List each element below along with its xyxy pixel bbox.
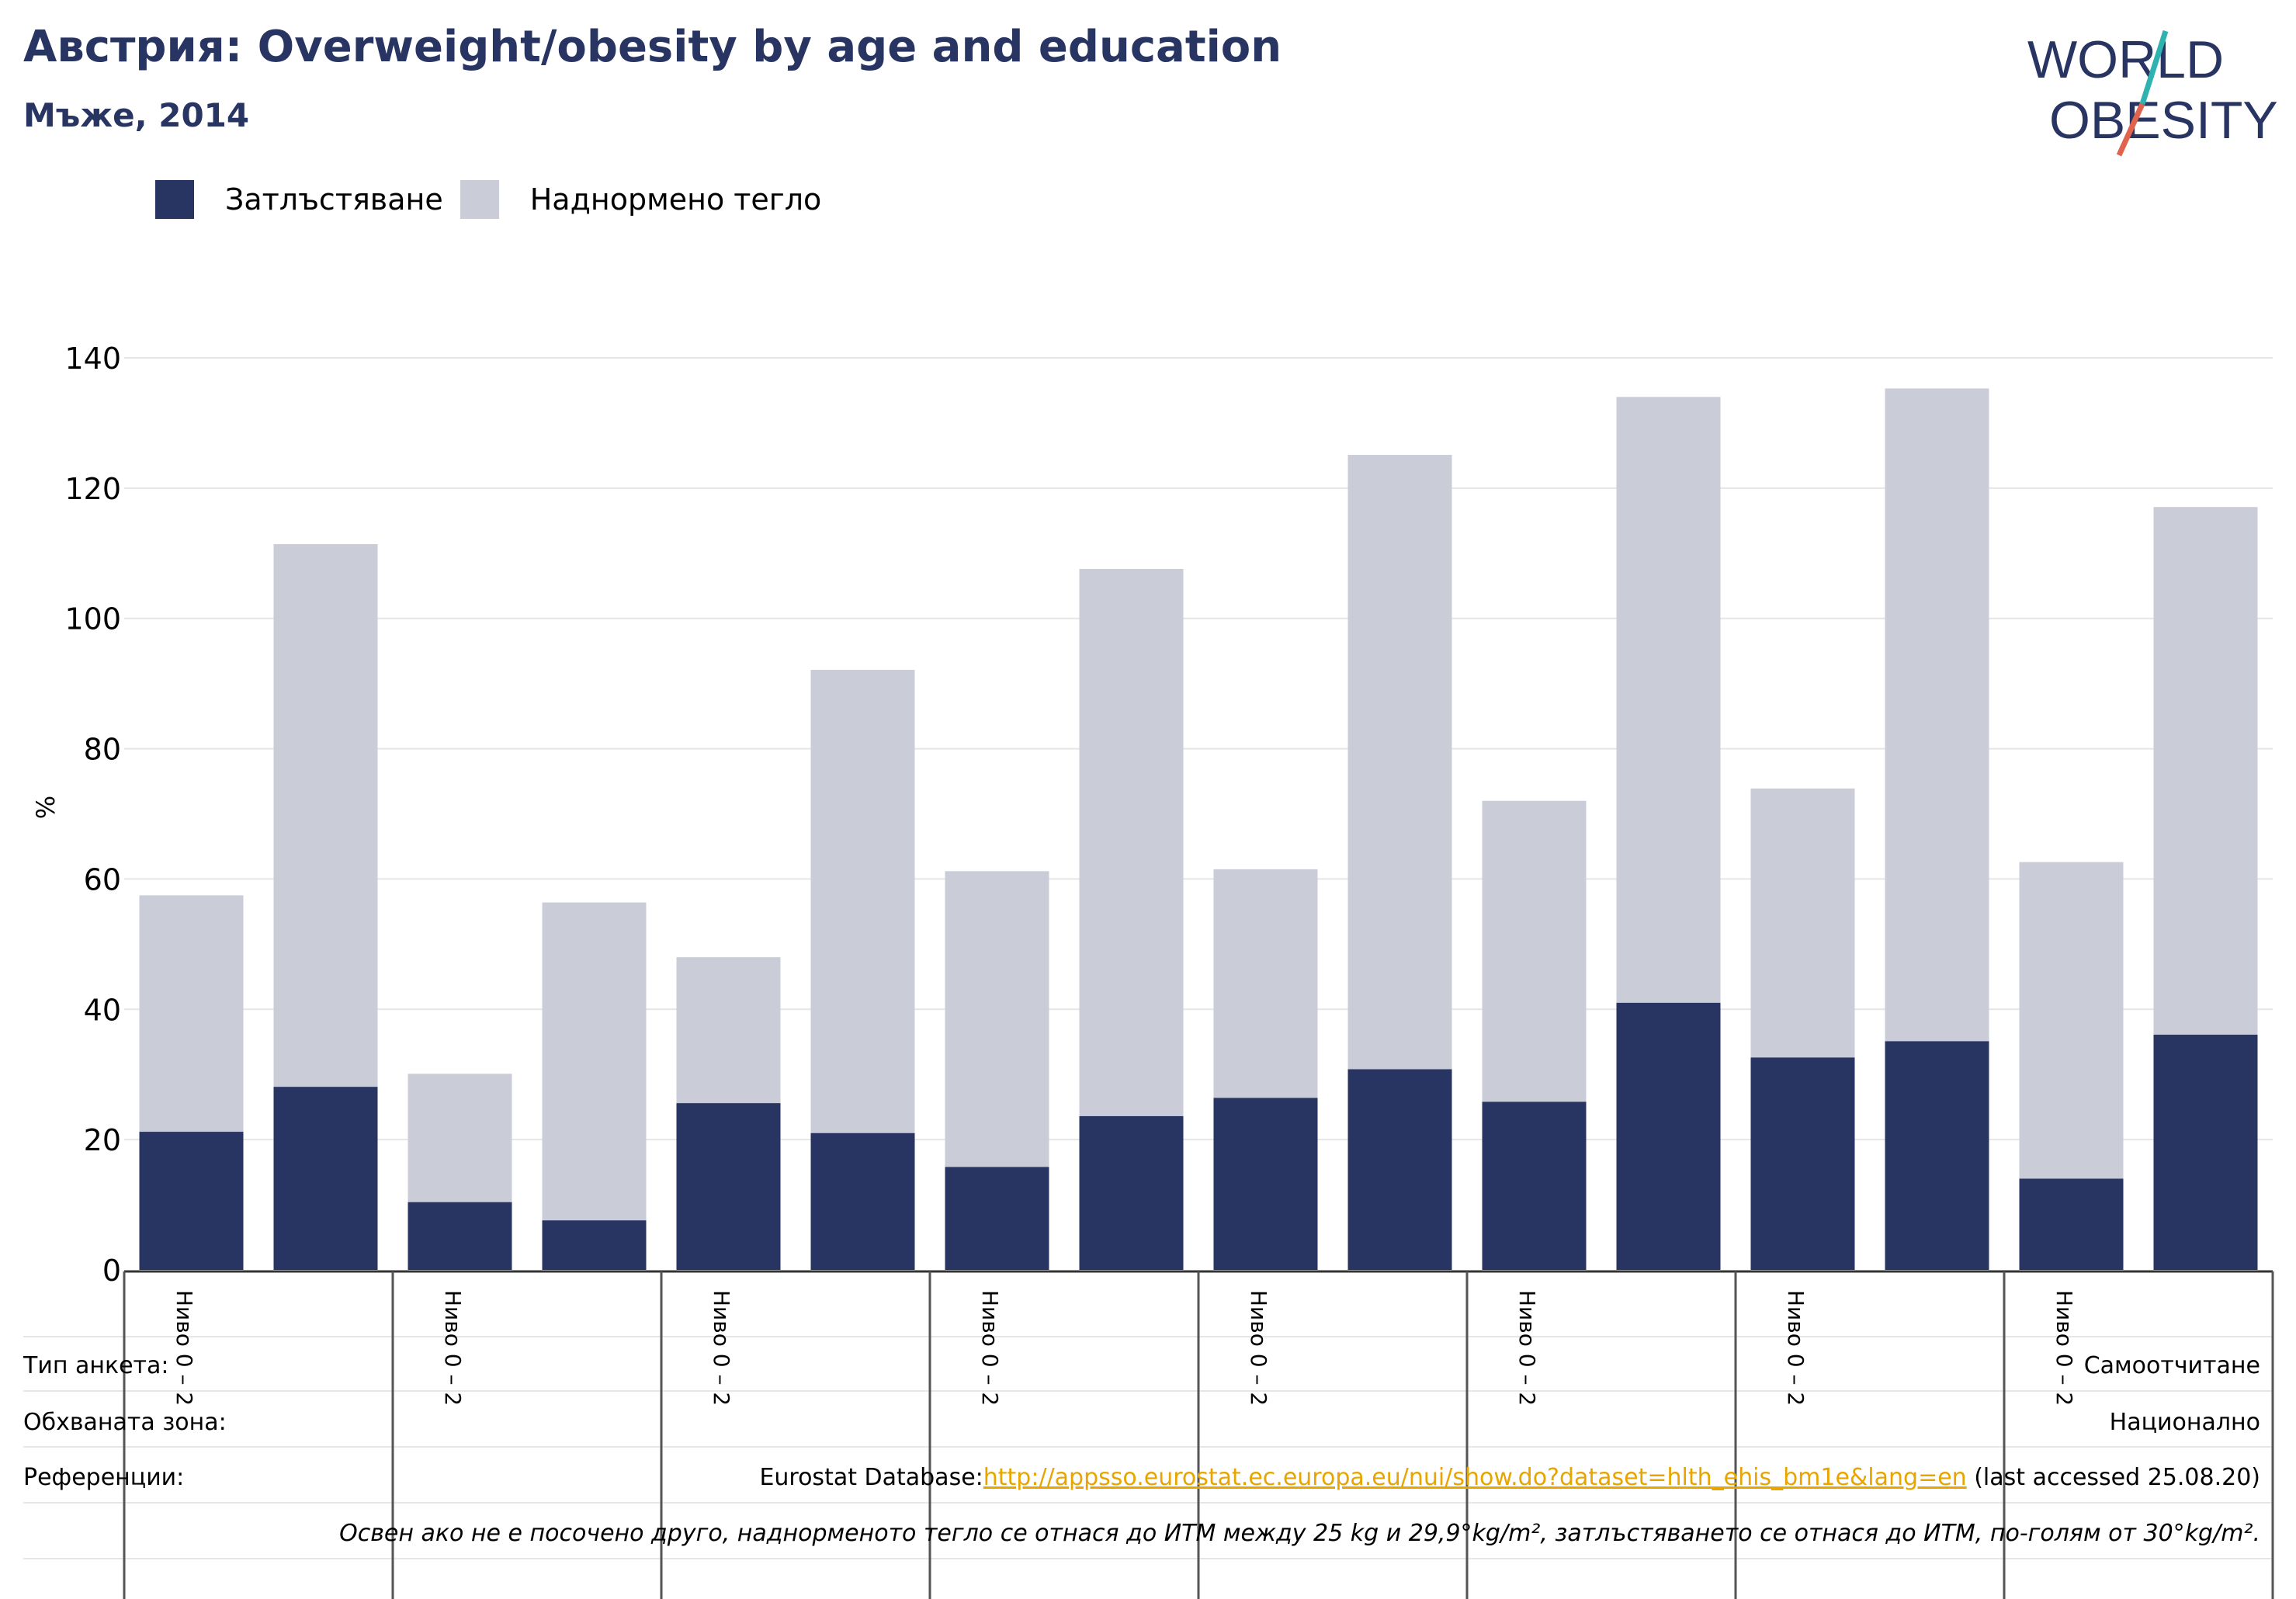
coverage-label: Обхваната зона: xyxy=(23,1409,227,1436)
reference-link[interactable]: http://appsso.eurostat.ec.europa.eu/nui/… xyxy=(983,1464,1967,1491)
x-group-label: Ниво 0 – 2 xyxy=(1246,1290,1271,1406)
bar-overweight xyxy=(810,670,915,1133)
bar-obesity xyxy=(2153,1035,2258,1270)
bar-obesity xyxy=(810,1132,915,1270)
bar-obesity xyxy=(1482,1101,1587,1270)
bar-overweight xyxy=(2153,507,2258,1035)
bar-overweight xyxy=(273,544,378,1087)
bar-obesity xyxy=(139,1132,244,1270)
bar-overweight xyxy=(1482,800,1587,1102)
bar-obesity xyxy=(676,1103,781,1270)
bar-obesity xyxy=(542,1220,647,1270)
logo-slash-red xyxy=(2116,102,2145,157)
y-tick-label: 120 xyxy=(64,472,121,506)
survey-type-label: Тип анкета: xyxy=(23,1352,169,1379)
x-group-label: Ниво 0 – 2 xyxy=(2051,1290,2077,1406)
y-tick-label: 80 xyxy=(84,733,121,767)
bar-overweight xyxy=(1347,455,1452,1070)
legend-label-obesity: Затлъстяване xyxy=(225,182,443,217)
bar-overweight xyxy=(676,957,781,1104)
reference-suffix: (last accessed 25.08.20) xyxy=(1966,1464,2260,1491)
y-tick-label: 0 xyxy=(102,1254,121,1288)
bar-obesity xyxy=(945,1167,1049,1270)
coverage-value: Национално xyxy=(2109,1409,2260,1436)
page-subtitle: Мъже, 2014 xyxy=(23,96,250,134)
bar-overweight xyxy=(542,902,647,1221)
bar-obesity xyxy=(273,1087,378,1270)
bar-obesity xyxy=(1885,1041,1989,1270)
x-group-label: Ниво 0 – 2 xyxy=(440,1290,466,1406)
y-axis-label: % xyxy=(31,796,61,819)
x-group-label: Ниво 0 – 2 xyxy=(1514,1290,1540,1406)
bar-obesity xyxy=(1616,1002,1721,1270)
references-value: Eurostat Database:http://appsso.eurostat… xyxy=(759,1464,2260,1491)
y-tick-label: 60 xyxy=(84,862,121,897)
logo-slash-teal xyxy=(2139,29,2169,106)
x-group-label: Ниво 0 – 2 xyxy=(172,1290,197,1406)
references-label: Референции: xyxy=(23,1464,185,1491)
bar-overweight xyxy=(1079,568,1184,1116)
bar-overweight xyxy=(2019,862,2124,1179)
logo-word-2: OBESITY xyxy=(2049,91,2278,150)
y-tick-label: 140 xyxy=(64,342,121,376)
survey-type-value: Самоотчитане xyxy=(2083,1352,2260,1379)
y-tick-label: 40 xyxy=(84,993,121,1027)
definition-note: Освен ако не е посочено друго, наднормен… xyxy=(339,1520,2260,1547)
bar-obesity xyxy=(1347,1069,1452,1270)
bar-obesity xyxy=(1750,1057,1855,1270)
bar-overweight xyxy=(1750,788,1855,1058)
bar-obesity xyxy=(408,1202,512,1270)
bar-overweight xyxy=(945,871,1049,1167)
bar-obesity xyxy=(1213,1098,1318,1270)
bar-overweight xyxy=(139,895,244,1132)
x-group-label: Ниво 0 – 2 xyxy=(1783,1290,1809,1406)
x-group-label: Ниво 0 – 2 xyxy=(977,1290,1003,1406)
bar-overweight xyxy=(1885,388,1989,1042)
bar-obesity xyxy=(2019,1178,2124,1270)
logo-word-1: WORLD xyxy=(2027,30,2224,89)
bar-overweight xyxy=(1616,397,1721,1003)
legend: Затлъстяване Наднормено тегло xyxy=(155,180,838,219)
world-obesity-logo: WORLD OBESITY xyxy=(2027,29,2278,157)
bar-overweight xyxy=(408,1074,512,1202)
y-tick-label: 20 xyxy=(84,1123,121,1157)
bar-obesity xyxy=(1079,1115,1184,1270)
y-tick-label: 100 xyxy=(64,602,121,636)
x-group-label: Ниво 0 – 2 xyxy=(709,1290,734,1406)
legend-label-overweight: Наднормено тегло xyxy=(529,182,822,217)
legend-swatch-overweight xyxy=(460,180,499,219)
page-title: Австрия: Overweight/obesity by age and e… xyxy=(23,22,1282,72)
legend-swatch-obesity xyxy=(155,180,194,219)
bar-overweight xyxy=(1213,869,1318,1098)
reference-prefix: Eurostat Database: xyxy=(759,1464,983,1491)
